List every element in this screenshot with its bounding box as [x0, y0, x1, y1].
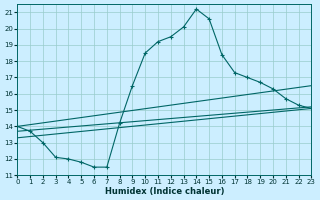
X-axis label: Humidex (Indice chaleur): Humidex (Indice chaleur): [105, 187, 224, 196]
